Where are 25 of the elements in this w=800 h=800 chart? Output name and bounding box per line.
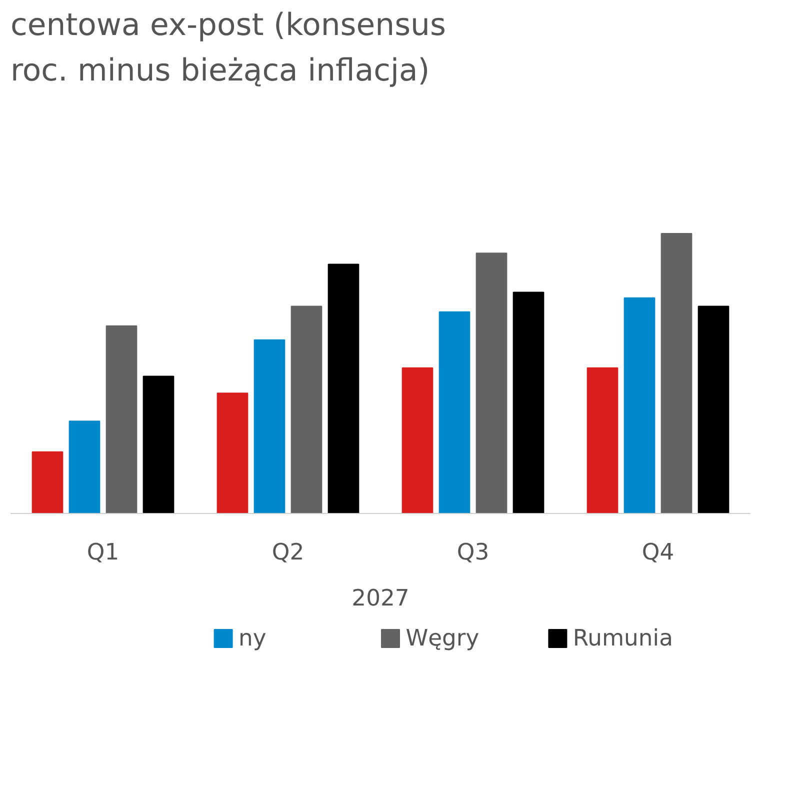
bar: [328, 264, 360, 514]
chart-title: centowa ex-post (konsensus roc. minus bieżąca inflacja): [10, 8, 446, 88]
bar: [290, 306, 322, 514]
x-tick-label: Q1: [86, 540, 120, 566]
bar: [106, 325, 138, 514]
legend-label: ny: [238, 626, 266, 652]
legend-label: Węgry: [406, 626, 480, 652]
bar: [402, 367, 434, 514]
bar: [216, 392, 248, 514]
x-tick-label: Q4: [642, 540, 674, 566]
bar: [660, 233, 692, 514]
bar: [142, 376, 174, 514]
bar: [32, 451, 64, 514]
bar: [68, 420, 100, 514]
x-axis-title: 2027: [352, 586, 410, 612]
bar: [476, 252, 508, 514]
bar: [512, 292, 544, 514]
bar: [586, 367, 618, 514]
bar: [254, 339, 286, 514]
legend-label: Rumunia: [572, 626, 673, 652]
x-tick-label: Q2: [272, 540, 304, 566]
bar: [624, 297, 656, 514]
x-tick-label: Q3: [456, 540, 490, 566]
bar: [438, 311, 470, 514]
bar: [698, 306, 730, 514]
